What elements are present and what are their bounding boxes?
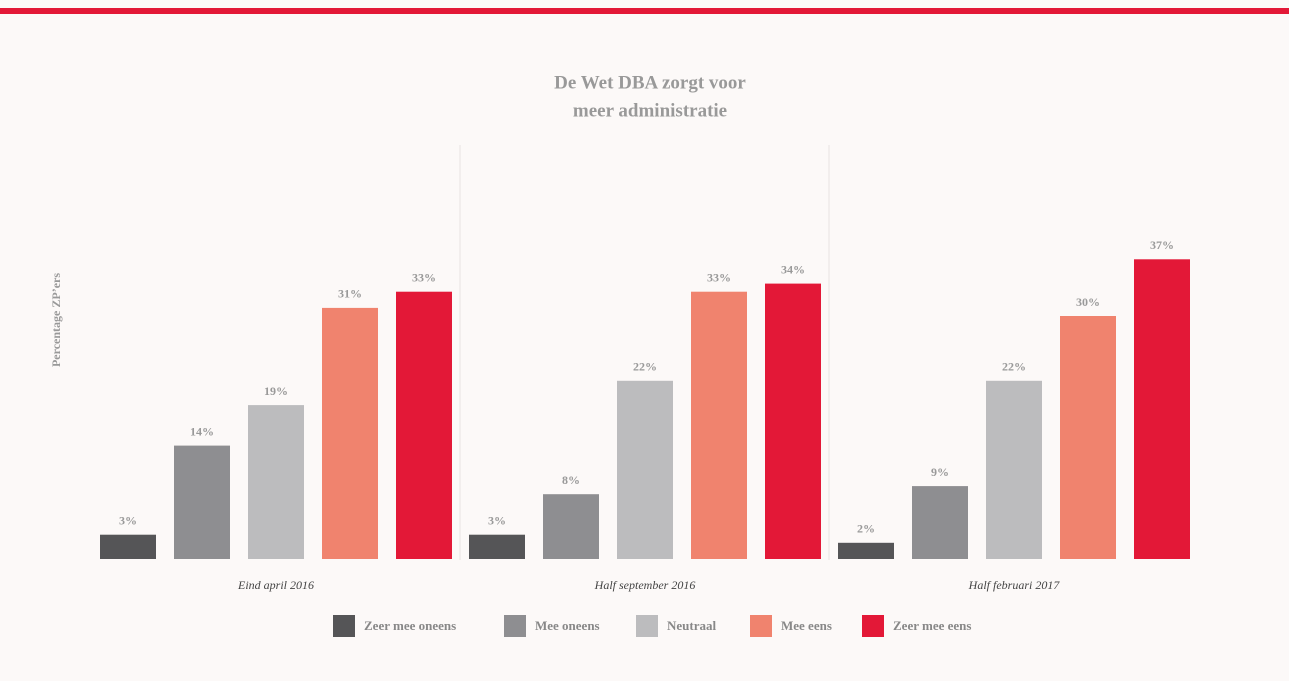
data-label: 3% (119, 513, 137, 527)
bar (248, 405, 304, 559)
data-label: 22% (1002, 360, 1026, 374)
legend-label: Neutraal (667, 618, 716, 633)
legend-label: Mee oneens (535, 618, 600, 633)
chart-title: De Wet DBA zorgt voor (554, 72, 746, 93)
data-label: 33% (707, 270, 731, 284)
legend-label: Zeer mee oneens (364, 618, 456, 633)
legend-label: Zeer mee eens (893, 618, 971, 633)
data-label: 2% (857, 522, 875, 536)
y-axis-label: Percentage ZP’ers (49, 273, 63, 367)
data-label: 31% (338, 287, 362, 301)
bar (765, 283, 821, 559)
top-bar (0, 8, 1289, 14)
x-tick-label: Half september 2016 (594, 578, 696, 592)
legend-swatch (636, 615, 658, 637)
legend-swatch (750, 615, 772, 637)
bar (100, 534, 156, 559)
bar (543, 494, 599, 559)
data-label: 34% (781, 262, 805, 276)
data-label: 30% (1076, 295, 1100, 309)
bar (469, 534, 525, 559)
bar (1134, 259, 1190, 559)
chart-title: meer administratie (573, 100, 727, 121)
bar (322, 307, 378, 559)
bar (1060, 316, 1116, 559)
legend-swatch (862, 615, 884, 637)
data-label: 37% (1150, 238, 1174, 252)
data-label: 8% (562, 473, 580, 487)
bar (838, 542, 894, 559)
bar (617, 380, 673, 559)
x-tick-label: Half februari 2017 (968, 578, 1061, 592)
bar (396, 291, 452, 559)
bar (691, 291, 747, 559)
bar (912, 486, 968, 559)
x-tick-label: Eind april 2016 (237, 578, 314, 592)
data-label: 3% (488, 513, 506, 527)
legend-swatch (504, 615, 526, 637)
bar (986, 380, 1042, 559)
legend-label: Mee eens (781, 618, 832, 633)
data-label: 33% (412, 270, 436, 284)
bar (174, 445, 230, 559)
legend-swatch (333, 615, 355, 637)
data-label: 14% (190, 424, 214, 438)
data-label: 9% (931, 465, 949, 479)
data-label: 22% (633, 360, 657, 374)
data-label: 19% (264, 384, 288, 398)
